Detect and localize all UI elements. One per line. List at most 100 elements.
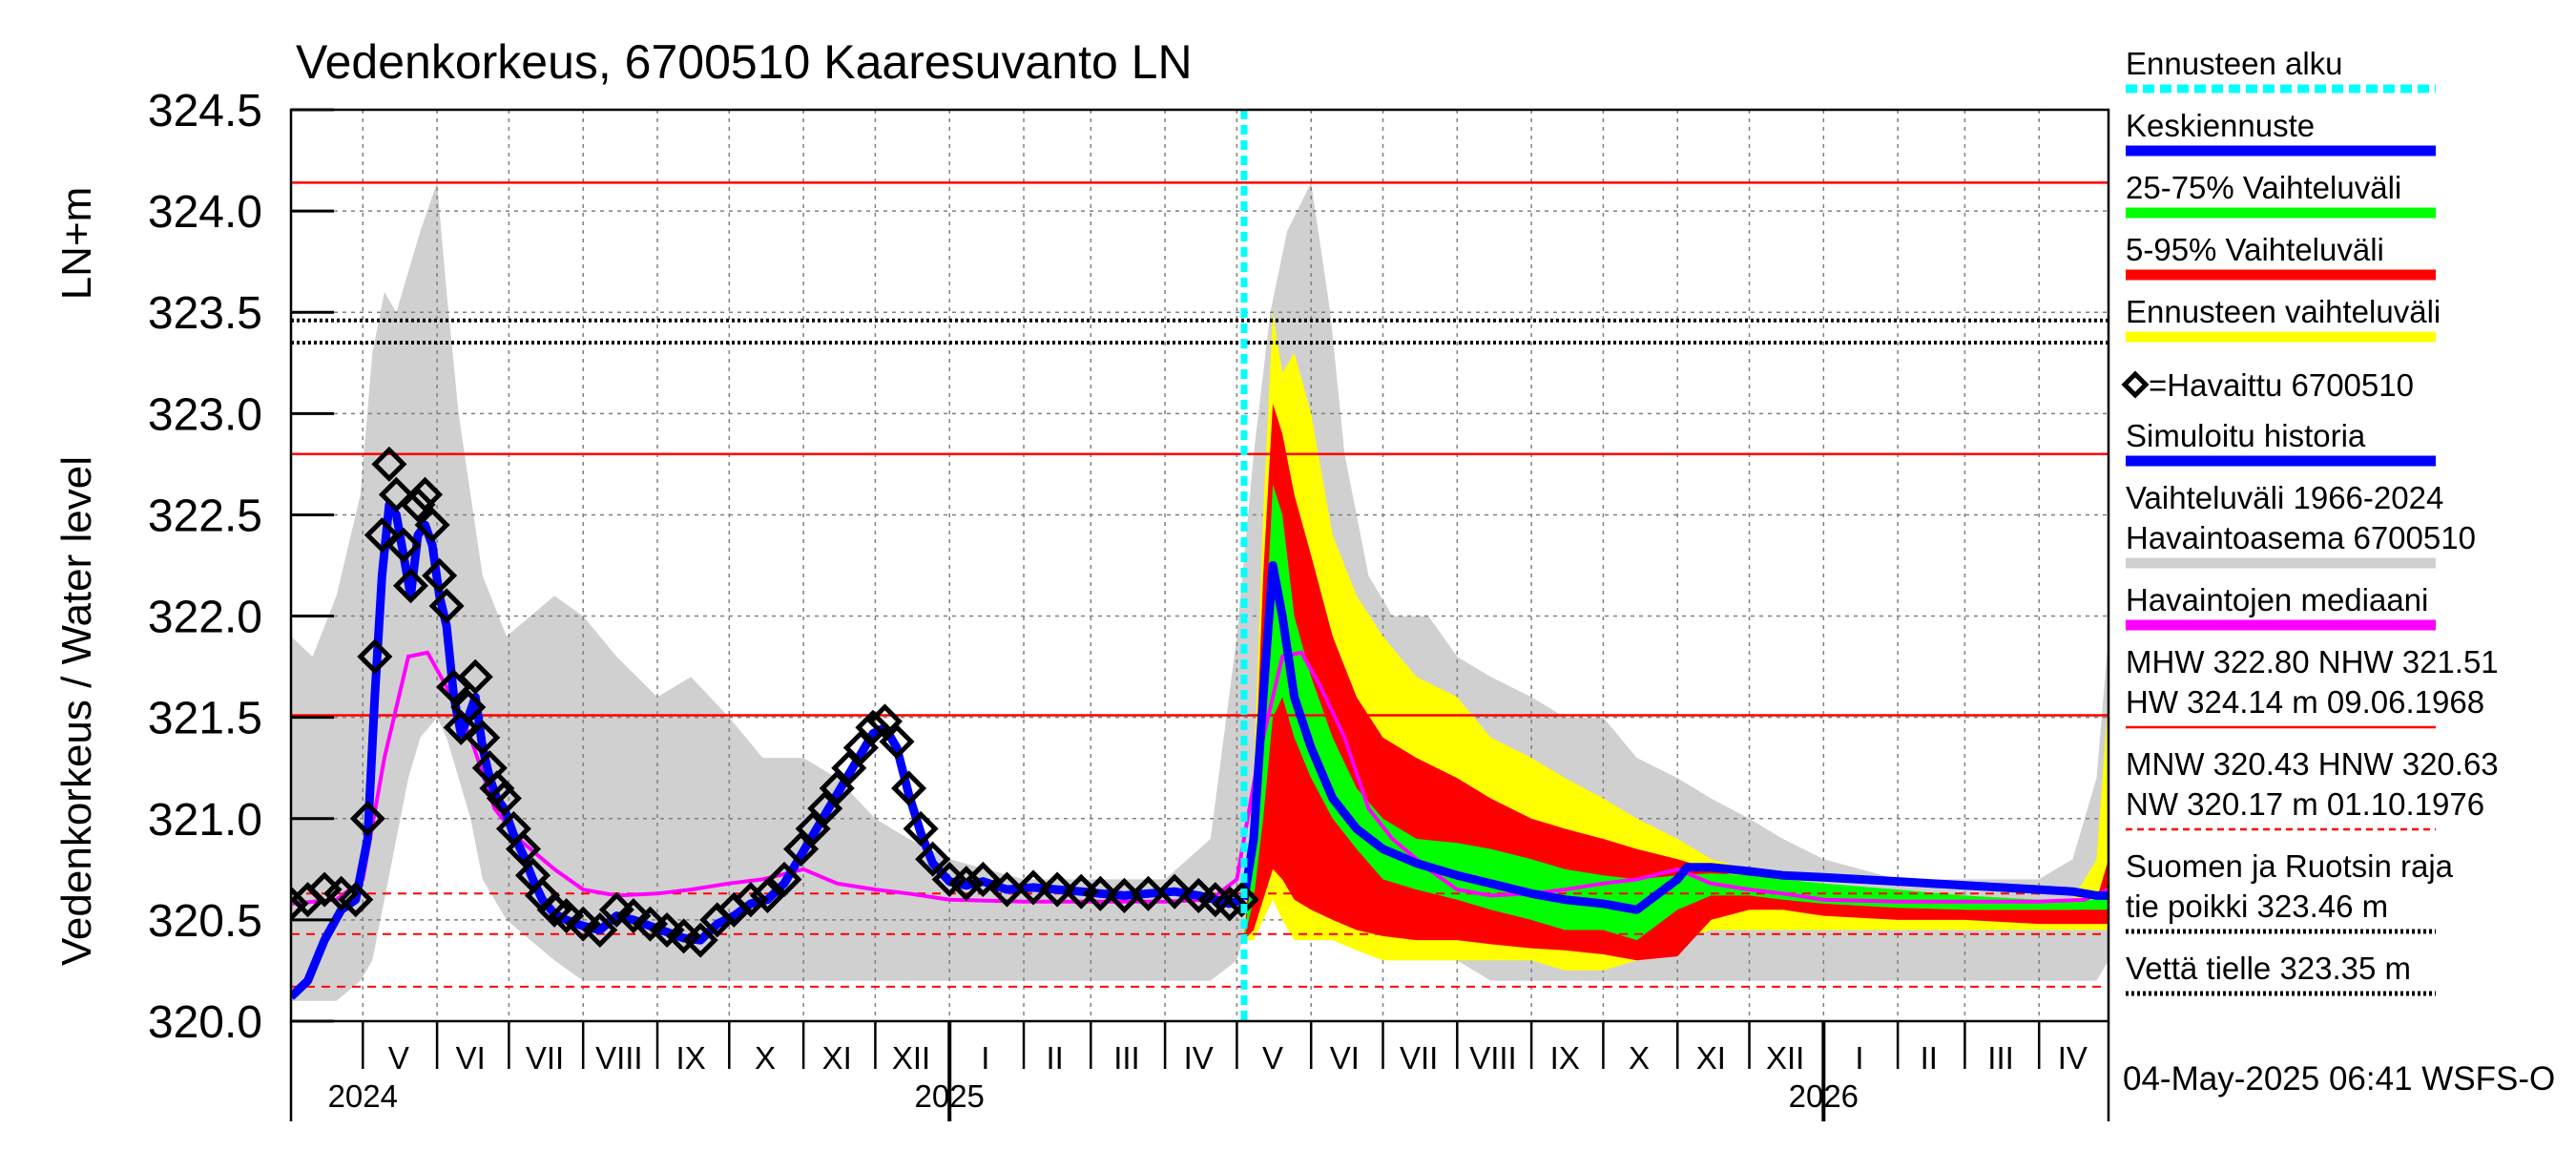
- x-month-label: XII: [892, 1040, 930, 1076]
- legend-label: MHW 322.80 NHW 321.51: [2126, 644, 2499, 680]
- chart-title: Vedenkorkeus, 6700510 Kaaresuvanto LN: [296, 35, 1193, 89]
- observed-point: [371, 446, 407, 482]
- legend-label: Havaintojen mediaani: [2126, 582, 2428, 617]
- y-tick-label: 323.0: [148, 389, 262, 440]
- x-month-label: V: [388, 1040, 409, 1076]
- observed-point: [1156, 873, 1193, 910]
- observed-point: [465, 720, 501, 756]
- observed-point: [988, 871, 1025, 908]
- x-month-label: VII: [1400, 1040, 1438, 1076]
- legend-label: Vettä tielle 323.35 m: [2126, 951, 2411, 986]
- y-tick-label: 324.0: [148, 187, 262, 238]
- x-year-label: 2026: [1789, 1078, 1859, 1114]
- legend-label: 5-95% Vaihteluväli: [2126, 232, 2384, 267]
- legend-label: Keskiennuste: [2126, 108, 2315, 143]
- legend-marker: [2121, 370, 2150, 399]
- observed-point: [807, 790, 843, 826]
- observed-point: [749, 877, 786, 913]
- legend-label: Ennusteen vaihteluväli: [2126, 294, 2441, 329]
- legend-label: tie poikki 323.46 m: [2126, 889, 2388, 924]
- x-month-label: X: [755, 1040, 776, 1076]
- grid-layer: [291, 109, 2109, 1022]
- observed-point: [565, 906, 601, 942]
- observed-point: [842, 729, 879, 766]
- x-month-label: VIII: [1469, 1040, 1517, 1076]
- observed-point: [948, 866, 985, 902]
- timestamp-footer: 04-May-2025 06:41 WSFS-O: [2123, 1060, 2555, 1098]
- observed-point: [903, 810, 939, 847]
- legend-label: MNW 320.43 HNW 320.63: [2126, 746, 2499, 782]
- x-month-label: II: [1921, 1040, 1938, 1076]
- x-month-label: II: [1046, 1040, 1063, 1076]
- x-month-label: XII: [1766, 1040, 1804, 1076]
- observed-point: [385, 527, 422, 563]
- x-month-label: III: [1113, 1040, 1140, 1076]
- legend-label: NW 320.17 m 01.10.1976: [2126, 786, 2484, 822]
- observed-point: [349, 801, 385, 837]
- y-tick-label: 323.5: [148, 288, 262, 339]
- observed-point: [615, 898, 652, 934]
- observed-point: [392, 568, 429, 604]
- observed-point: [766, 861, 802, 897]
- x-month-label: XI: [822, 1040, 852, 1076]
- observed-point: [457, 659, 493, 695]
- observed-point: [1015, 869, 1051, 906]
- x-month-label: VII: [526, 1040, 564, 1076]
- observed-point: [915, 841, 951, 877]
- observed-point: [428, 588, 465, 624]
- x-month-label: VI: [456, 1040, 486, 1076]
- legend-label: 25-75% Vaihteluväli: [2126, 170, 2401, 205]
- observed-point: [407, 476, 444, 512]
- axes-layer: 320.0 320.5 321.0 321.5 322.0 322.5 323.0 323.5…: [148, 86, 2110, 1121]
- observed-point: [632, 906, 669, 942]
- observed-point: [1212, 886, 1248, 922]
- plot-frame: [289, 108, 2110, 1023]
- observed-point: [783, 831, 820, 868]
- observed-point: [649, 911, 685, 949]
- y-tick-label: 322.0: [148, 593, 262, 643]
- x-month-label: IV: [2058, 1040, 2088, 1076]
- legend-label: Suomen ja Ruotsin raja: [2126, 848, 2454, 884]
- observed-point: [733, 882, 769, 918]
- observed-point: [819, 770, 855, 806]
- legend-label: =Havaittu 6700510: [2149, 367, 2414, 403]
- x-month-label: V: [1262, 1040, 1283, 1076]
- observed-point: [414, 507, 450, 543]
- observed-point: [1131, 875, 1167, 911]
- observed-point: [582, 911, 618, 949]
- x-year-label: 2024: [328, 1078, 398, 1114]
- x-month-label: XI: [1696, 1040, 1726, 1076]
- observed-point: [450, 689, 487, 725]
- observed-point: [357, 638, 393, 675]
- observed-point: [855, 709, 891, 745]
- x-month-label: I: [981, 1040, 989, 1076]
- x-year-label: 2025: [915, 1078, 985, 1114]
- observed-point: [1223, 882, 1259, 918]
- band-5-95-area: [1243, 403, 2109, 961]
- observed-point: [879, 723, 915, 760]
- legend-label: Ennusteen alku: [2126, 46, 2343, 81]
- observed-point: [291, 886, 309, 922]
- historical-range-area: [291, 182, 2109, 1001]
- observed-point: [598, 891, 634, 928]
- observed-point: [866, 703, 903, 740]
- legend-label: HW 324.14 m 09.06.1968: [2126, 684, 2484, 720]
- observed-point: [364, 517, 400, 554]
- legend: Ennusteen alku Keskiennuste 25-75% Vaihtel…: [2121, 46, 2499, 996]
- observed-point: [505, 831, 541, 868]
- x-month-label: IX: [676, 1040, 706, 1076]
- median-forecast-line: [1239, 561, 2109, 914]
- historical-range-layer: [291, 182, 2109, 1001]
- observed-point: [1082, 875, 1118, 911]
- observed-point: [338, 882, 374, 918]
- observed-point: [486, 781, 522, 817]
- x-month-label: I: [1855, 1040, 1863, 1076]
- x-month-label: IX: [1550, 1040, 1580, 1076]
- observed-point: [831, 750, 867, 786]
- y-axis-label: Vedenkorkeus / Water level: [53, 456, 100, 966]
- x-month-label: VIII: [595, 1040, 643, 1076]
- y-tick-label: 320.5: [148, 896, 262, 947]
- y-tick-label: 320.0: [148, 997, 262, 1048]
